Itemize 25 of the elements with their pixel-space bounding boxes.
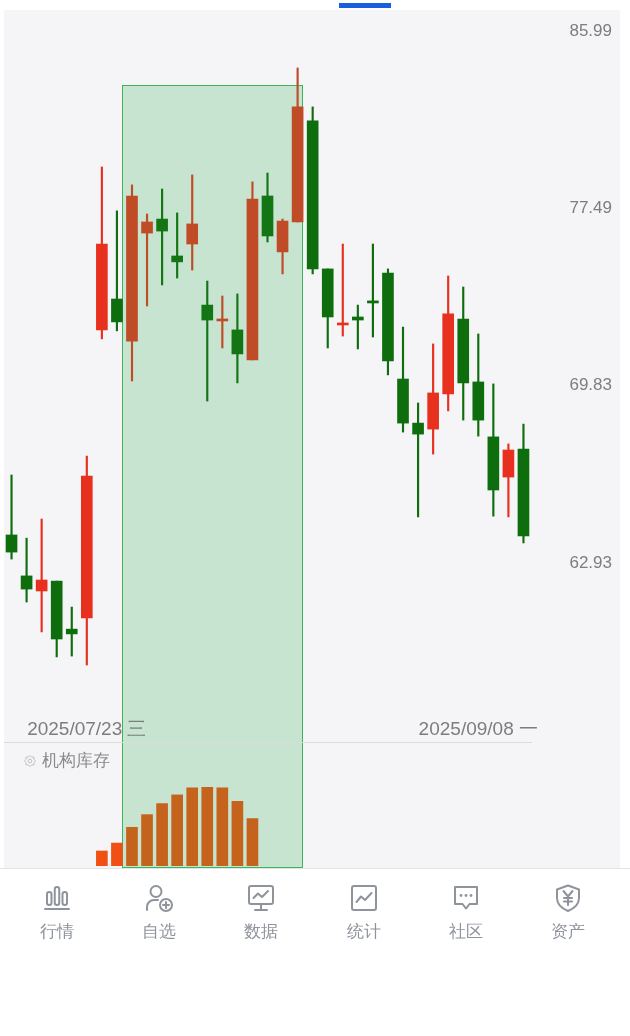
text: 自选 <box>142 922 177 942</box>
bar <box>216 787 229 866</box>
bar <box>156 803 168 866</box>
bar <box>231 800 244 866</box>
text: 统计 <box>346 922 381 942</box>
y-tick-label: 62.93 <box>569 552 612 572</box>
text: 社区 <box>448 922 483 942</box>
bar <box>96 850 108 866</box>
bar <box>111 842 123 866</box>
candlestick <box>5 474 18 560</box>
x-tick-label: 2025/09/08 一 <box>418 717 538 739</box>
y-tick-label: 77.49 <box>569 197 612 217</box>
bar <box>141 814 153 866</box>
text: 资产 <box>550 922 585 942</box>
y-tick-label: 69.83 <box>569 375 612 395</box>
x-tick-label: 2025/07/23 三 <box>27 717 147 739</box>
bar <box>126 826 138 866</box>
bar <box>186 787 199 866</box>
bar <box>246 818 259 866</box>
text: 数据 <box>244 922 279 942</box>
bar <box>201 787 214 866</box>
bar <box>171 794 183 866</box>
y-tick-label: 85.99 <box>569 20 612 40</box>
text: 行情 <box>40 922 75 942</box>
chart-title: 机构库存 <box>42 751 110 771</box>
